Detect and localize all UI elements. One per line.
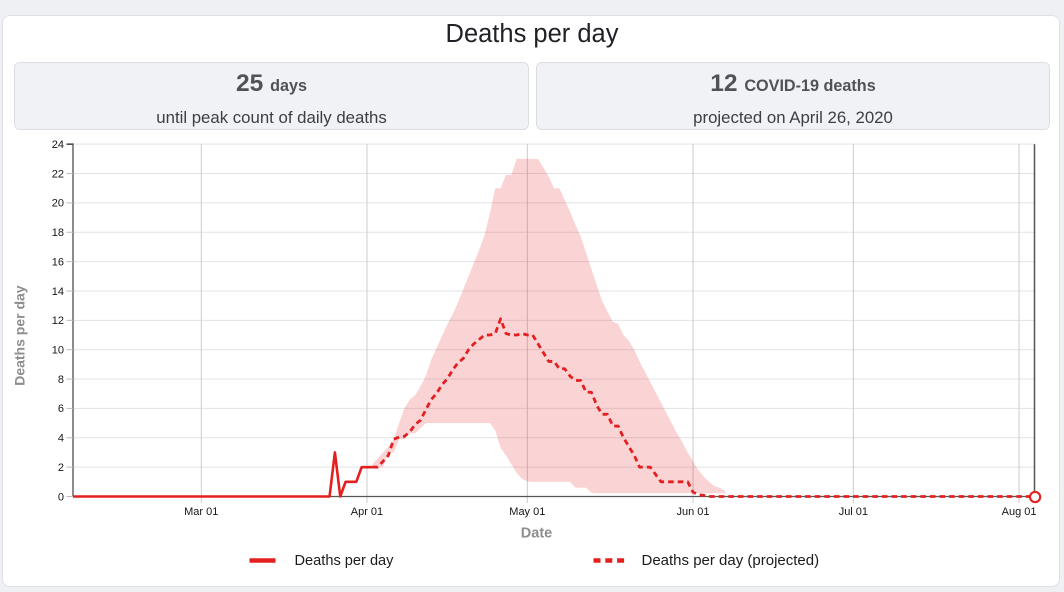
svg-text:8: 8	[58, 374, 64, 386]
svg-text:Deaths per day: Deaths per day	[12, 285, 28, 386]
svg-text:Jun 01: Jun 01	[677, 506, 710, 518]
svg-text:14: 14	[52, 286, 64, 298]
svg-text:2: 2	[58, 462, 64, 474]
svg-text:24: 24	[52, 139, 64, 151]
svg-text:22: 22	[52, 168, 64, 180]
svg-text:Jul 01: Jul 01	[839, 506, 868, 518]
svg-text:6: 6	[58, 403, 64, 415]
svg-text:Deaths per day: Deaths per day	[295, 553, 395, 569]
svg-text:Date: Date	[521, 526, 552, 542]
svg-text:0: 0	[58, 491, 64, 503]
svg-text:Deaths per day (projected): Deaths per day (projected)	[642, 552, 820, 569]
svg-text:4: 4	[58, 433, 64, 445]
svg-text:12: 12	[52, 315, 64, 327]
svg-text:18: 18	[52, 227, 64, 239]
svg-text:Aug 01: Aug 01	[1002, 506, 1037, 518]
svg-text:20: 20	[52, 198, 64, 210]
svg-text:16: 16	[52, 256, 64, 268]
svg-text:Apr 01: Apr 01	[351, 506, 383, 518]
svg-text:Mar 01: Mar 01	[184, 506, 218, 518]
svg-text:May 01: May 01	[509, 506, 545, 518]
svg-text:10: 10	[52, 345, 64, 357]
